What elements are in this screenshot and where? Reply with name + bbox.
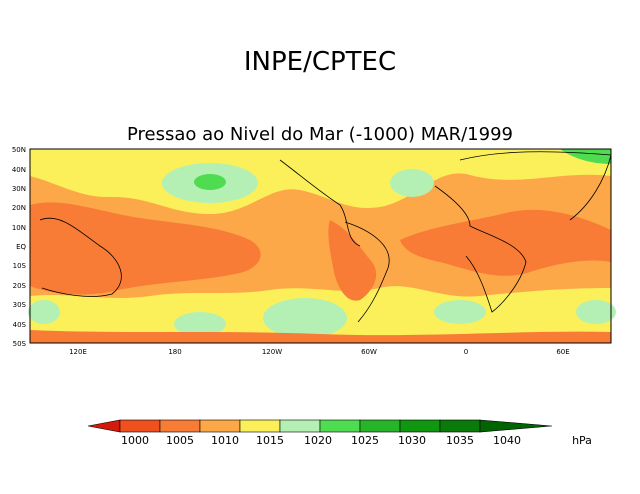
azores-high — [390, 169, 434, 197]
legend-swatch — [239, 419, 281, 433]
latitude-axis: 50N 40N 30N 20N 10N EQ 10S 20S 30S 40S 5… — [12, 146, 27, 348]
indian-ocean-high — [576, 300, 616, 324]
map-panel: 50N 40N 30N 20N 10N EQ 10S 20S 30S 40S 5… — [12, 146, 616, 356]
lat-label: 10N — [12, 224, 26, 232]
legend-level: 1015 — [256, 434, 284, 447]
lon-label: 120E — [69, 348, 87, 356]
lat-label: 20S — [13, 282, 27, 290]
north-america-coast — [279, 159, 361, 247]
australia-west-high — [28, 300, 60, 324]
southern-ocean-low — [30, 330, 611, 343]
lat-label: 50S — [13, 340, 27, 348]
legend-level: 1005 — [166, 434, 194, 447]
longitude-axis: 120E 180 120W 60W 0 60E — [69, 348, 570, 356]
north-pacific-high-core — [194, 174, 226, 190]
lon-label: 60W — [361, 348, 377, 356]
legend-level: 1020 — [304, 434, 332, 447]
lat-label: 40N — [12, 166, 26, 174]
australia-asia-coast — [39, 217, 122, 297]
figure-subtitle: Pressao ao Nivel do Mar (-1000) MAR/1999 — [127, 124, 513, 145]
lat-label: 10S — [13, 262, 27, 270]
lat-label: 40S — [13, 321, 27, 329]
lon-label: 180 — [168, 348, 181, 356]
africa-coast — [434, 185, 527, 313]
legend-swatch — [279, 419, 321, 433]
map-frame — [29, 148, 612, 344]
south-pacific-high — [263, 298, 347, 338]
lon-label: 60E — [556, 348, 569, 356]
legend-level: 1000 — [121, 434, 149, 447]
lon-label: 0 — [464, 348, 468, 356]
lat-label: EQ — [16, 243, 26, 251]
legend-right-arrow — [479, 419, 553, 433]
legend-level: 1025 — [351, 434, 379, 447]
legend-unit: hPa — [572, 434, 592, 447]
legend-level: 1010 — [211, 434, 239, 447]
legend-level: 1040 — [493, 434, 521, 447]
south-america-low — [328, 220, 377, 301]
southwest-pacific-high — [174, 312, 226, 336]
lat-label: 30S — [13, 301, 27, 309]
figure-title: INPE/CPTEC — [244, 47, 396, 77]
color-legend: 1000 1005 1010 1015 1020 1025 1030 1035 … — [87, 419, 592, 447]
legend-swatch — [119, 419, 161, 433]
eurasia-coast — [459, 151, 612, 221]
lat-label: 50N — [12, 146, 26, 154]
lat-label: 20N — [12, 204, 26, 212]
north-subtropical-high-band — [30, 149, 611, 214]
lat-label: 30N — [12, 185, 26, 193]
legend-level: 1035 — [446, 434, 474, 447]
lon-label: 120W — [262, 348, 282, 356]
south-atlantic-high — [434, 300, 486, 324]
legend-swatch — [399, 419, 441, 433]
coastlines — [39, 151, 612, 323]
atlantic-africa-low — [400, 209, 611, 276]
west-pacific-low — [30, 202, 261, 295]
legend-swatch — [319, 419, 361, 433]
legend-level: 1030 — [398, 434, 426, 447]
legend-swatch — [199, 419, 241, 433]
legend-swatch — [439, 419, 481, 433]
legend-left-arrow — [87, 419, 121, 433]
south-america-coast — [344, 221, 390, 323]
legend-swatch — [159, 419, 201, 433]
legend-swatch — [359, 419, 401, 433]
